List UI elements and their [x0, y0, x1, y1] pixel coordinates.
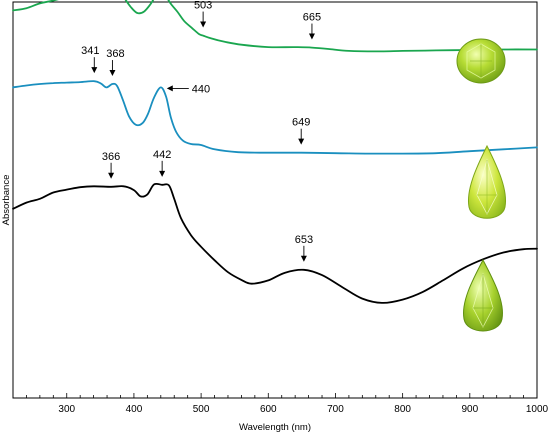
annotation-arrowhead: [298, 138, 305, 145]
annotation-arrowhead: [300, 255, 307, 262]
series-line-3: [12, 182, 538, 304]
y-axis-title: Absorbance: [1, 175, 12, 226]
x-axis-ticks: [12, 393, 538, 398]
x-tick-label: 800: [394, 404, 411, 415]
annotation-arrowhead: [200, 21, 207, 28]
annotation-arrowhead: [108, 172, 115, 179]
x-tick-label: 600: [260, 404, 277, 415]
x-tick-label: 500: [193, 404, 210, 415]
peak-label: 649: [292, 117, 310, 129]
peak-label: 665: [303, 12, 321, 24]
series-line-1: [12, 0, 538, 53]
peak-label: 442: [153, 149, 171, 161]
x-axis-tick-labels: 300 400 500 600 700 800 900 1000: [58, 404, 548, 415]
peak-label: 368: [106, 48, 124, 60]
peak-label: 440: [192, 83, 210, 95]
oval-gem-image: [456, 38, 506, 84]
series-layer: [12, 0, 538, 304]
series-line-2: [12, 80, 538, 155]
peak-label: 653: [295, 234, 313, 246]
pear-gem-image-1: [467, 144, 507, 219]
pear-gem-image-2: [463, 258, 503, 332]
peak-label: 341: [81, 45, 99, 57]
x-tick-label: 400: [126, 404, 143, 415]
annotation-arrowhead: [308, 33, 315, 40]
annotation-arrowhead: [91, 67, 98, 74]
x-tick-label: 900: [461, 404, 478, 415]
annotation-arrowhead: [109, 70, 116, 77]
x-axis-title: Wavelength (nm): [239, 422, 311, 433]
peak-label: 503: [194, 0, 212, 12]
x-tick-label: 1000: [526, 404, 549, 415]
plot-frame: [12, 1, 538, 399]
annotation-arrowhead: [166, 85, 173, 92]
x-tick-label: 700: [327, 404, 344, 415]
peak-label: 366: [102, 151, 120, 163]
peak-annotations: 340371440503665341368440649366442653: [81, 0, 321, 262]
x-tick-label: 300: [58, 404, 75, 415]
annotation-arrowhead: [159, 170, 166, 177]
